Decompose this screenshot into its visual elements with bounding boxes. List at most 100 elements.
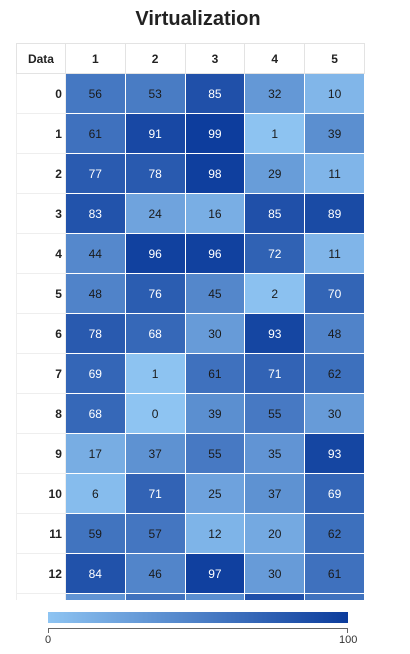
heatmap-cell[interactable]: 59 bbox=[64, 513, 126, 554]
heatmap-cell[interactable]: 0 bbox=[124, 393, 186, 434]
heatmap-cell[interactable]: 62 bbox=[304, 353, 365, 394]
row-header-7: 7 bbox=[16, 353, 66, 394]
heatmap-cell[interactable]: 46 bbox=[124, 553, 186, 594]
heatmap-cell[interactable]: 99 bbox=[184, 113, 246, 154]
heatmap-cell[interactable]: 29 bbox=[244, 153, 306, 194]
heatmap-cell[interactable]: 85 bbox=[244, 193, 306, 234]
heatmap-cell[interactable]: 98 bbox=[184, 153, 246, 194]
heatmap-cell[interactable]: 1 bbox=[244, 113, 306, 154]
heatmap-body: 0 56 53 85 32 10 1 61 91 99 1 39 2 77 78 98 29 11 3 83 24 16 8… bbox=[16, 73, 365, 600]
column-header-3[interactable]: 3 bbox=[184, 43, 246, 74]
heatmap-cell[interactable]: 37 bbox=[124, 433, 186, 474]
heatmap-cell[interactable]: 83 bbox=[64, 193, 126, 234]
heatmap-cell[interactable]: 77 bbox=[64, 153, 126, 194]
heatmap-cell[interactable]: 68 bbox=[64, 393, 126, 434]
row-header-12: 12 bbox=[16, 553, 66, 594]
heatmap-cell[interactable]: 37 bbox=[244, 473, 306, 514]
heatmap-cell-partial bbox=[64, 593, 126, 600]
heatmap-cell[interactable]: 48 bbox=[64, 273, 126, 314]
heatmap-cell[interactable]: 69 bbox=[64, 353, 126, 394]
heatmap-cell[interactable]: 61 bbox=[304, 553, 365, 594]
heatmap-cell[interactable]: 71 bbox=[244, 353, 306, 394]
heatmap-cell[interactable]: 55 bbox=[184, 433, 246, 474]
heatmap-cell[interactable]: 11 bbox=[304, 233, 365, 274]
row-header-8: 8 bbox=[16, 393, 66, 434]
heatmap-cell[interactable]: 61 bbox=[184, 353, 246, 394]
heatmap-cell[interactable]: 71 bbox=[124, 473, 186, 514]
heatmap-cell[interactable]: 68 bbox=[124, 313, 186, 354]
heatmap-cell[interactable]: 97 bbox=[184, 553, 246, 594]
heatmap-cell[interactable]: 89 bbox=[304, 193, 365, 234]
heatmap-cell[interactable]: 6 bbox=[64, 473, 126, 514]
heatmap-cell[interactable]: 48 bbox=[304, 313, 365, 354]
heatmap-cell[interactable]: 35 bbox=[244, 433, 306, 474]
row-header-9: 9 bbox=[16, 433, 66, 474]
heatmap-cell[interactable]: 96 bbox=[124, 233, 186, 274]
color-legend: 0 100 bbox=[45, 612, 357, 646]
heatmap-cell[interactable]: 84 bbox=[64, 553, 126, 594]
heatmap-cell[interactable]: 20 bbox=[244, 513, 306, 554]
heatmap-cell[interactable]: 93 bbox=[304, 433, 365, 474]
heatmap-cell-partial bbox=[184, 593, 246, 600]
heatmap-cell[interactable]: 44 bbox=[64, 233, 126, 274]
column-header-5[interactable]: 5 bbox=[304, 43, 365, 74]
heatmap-cell[interactable]: 10 bbox=[304, 73, 365, 114]
heatmap-cell[interactable]: 72 bbox=[244, 233, 306, 274]
heatmap-cell[interactable]: 25 bbox=[184, 473, 246, 514]
heatmap-cell[interactable]: 1 bbox=[124, 353, 186, 394]
heatmap-cell[interactable]: 93 bbox=[244, 313, 306, 354]
heatmap-cell[interactable]: 30 bbox=[184, 313, 246, 354]
row-header-3: 3 bbox=[16, 193, 66, 234]
corner-header[interactable]: Data bbox=[16, 43, 66, 74]
heatmap-cell[interactable]: 2 bbox=[244, 273, 306, 314]
heatmap-cell[interactable]: 24 bbox=[124, 193, 186, 234]
heatmap-cell[interactable]: 39 bbox=[184, 393, 246, 434]
heatmap-cell[interactable]: 30 bbox=[244, 553, 306, 594]
heatmap-cell[interactable]: 56 bbox=[64, 73, 126, 114]
heatmap-cell[interactable]: 45 bbox=[184, 273, 246, 314]
heatmap-cell[interactable]: 69 bbox=[304, 473, 365, 514]
heatmap-cell[interactable]: 53 bbox=[124, 73, 186, 114]
column-header-1[interactable]: 1 bbox=[64, 43, 126, 74]
heatmap-cell[interactable]: 78 bbox=[124, 153, 186, 194]
heatmap-cell[interactable]: 55 bbox=[244, 393, 306, 434]
heatmap-cell[interactable]: 57 bbox=[124, 513, 186, 554]
heatmap-cell[interactable]: 61 bbox=[64, 113, 126, 154]
table-row: 8 68 0 39 55 30 bbox=[16, 393, 365, 434]
legend-max-label: 100 bbox=[339, 634, 358, 646]
heatmap-cell[interactable]: 17 bbox=[64, 433, 126, 474]
heatmap-cell[interactable]: 11 bbox=[304, 153, 365, 194]
legend-tick-max bbox=[347, 628, 348, 633]
column-header-2[interactable]: 2 bbox=[124, 43, 186, 74]
row-header-2: 2 bbox=[16, 153, 66, 194]
row-header-4: 4 bbox=[16, 233, 66, 274]
heatmap-cell[interactable]: 78 bbox=[64, 313, 126, 354]
table-row: 3 83 24 16 85 89 bbox=[16, 193, 365, 234]
heatmap-cell[interactable]: 96 bbox=[184, 233, 246, 274]
column-header-4[interactable]: 4 bbox=[244, 43, 306, 74]
table-row-partial bbox=[16, 593, 365, 600]
heatmap-cell[interactable]: 62 bbox=[304, 513, 365, 554]
heatmap-cell[interactable]: 12 bbox=[184, 513, 246, 554]
heatmap-cell[interactable]: 32 bbox=[244, 73, 306, 114]
table-row: 1 61 91 99 1 39 bbox=[16, 113, 365, 154]
table-row: 11 59 57 12 20 62 bbox=[16, 513, 365, 554]
row-header-5: 5 bbox=[16, 273, 66, 314]
table-row: 5 48 76 45 2 70 bbox=[16, 273, 365, 314]
heatmap-cell[interactable]: 76 bbox=[124, 273, 186, 314]
table-row: 9 17 37 55 35 93 bbox=[16, 433, 365, 474]
heatmap-cell[interactable]: 85 bbox=[184, 73, 246, 114]
row-header-1: 1 bbox=[16, 113, 66, 154]
heatmap-cell[interactable]: 30 bbox=[304, 393, 365, 434]
heatmap-cell[interactable]: 70 bbox=[304, 273, 365, 314]
heatmap-cell-partial bbox=[304, 593, 365, 600]
heatmap-cell[interactable]: 91 bbox=[124, 113, 186, 154]
table-row: 10 6 71 25 37 69 bbox=[16, 473, 365, 514]
legend-tick-min bbox=[48, 628, 49, 633]
heatmap-cell-partial bbox=[124, 593, 186, 600]
row-header-6: 6 bbox=[16, 313, 66, 354]
heatmap-cell[interactable]: 39 bbox=[304, 113, 365, 154]
heatmap-cell[interactable]: 16 bbox=[184, 193, 246, 234]
